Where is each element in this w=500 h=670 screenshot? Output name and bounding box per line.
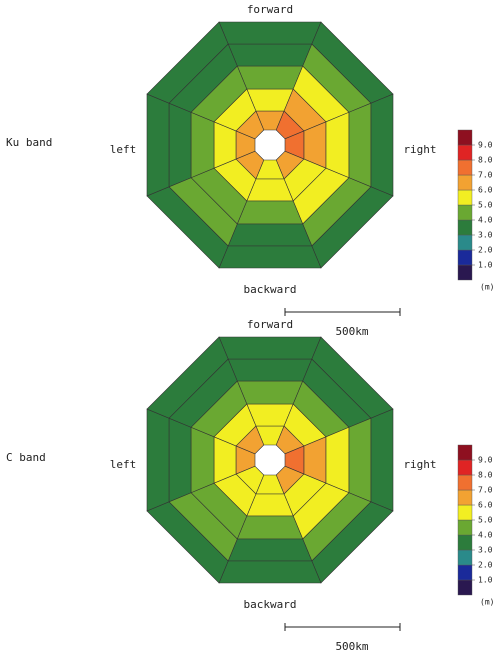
cell xyxy=(236,200,304,225)
band-label: C band xyxy=(6,451,46,464)
colorbar-box xyxy=(457,534,473,551)
colorbar-box xyxy=(457,504,473,521)
direction-label: right xyxy=(403,458,436,471)
cell xyxy=(227,538,313,562)
colorbar-label: 6.0 xyxy=(478,501,493,510)
colorbar-label: 4.0 xyxy=(478,531,493,540)
scale-bar-label: 500km xyxy=(335,640,368,653)
cell xyxy=(236,65,304,90)
colorbar-box xyxy=(457,204,473,221)
cell xyxy=(190,111,215,179)
colorbar-box xyxy=(457,459,473,476)
direction-label: forward xyxy=(247,3,293,16)
colorbar-box xyxy=(457,564,473,581)
colorbar-box xyxy=(457,144,473,161)
direction-label: forward xyxy=(247,318,293,331)
colorbar-box xyxy=(457,474,473,491)
direction-label: backward xyxy=(244,283,297,296)
direction-label: left xyxy=(110,458,137,471)
cell xyxy=(146,336,229,419)
direction-label: left xyxy=(110,143,137,156)
scale-bar-label: 500km xyxy=(335,325,368,338)
colorbar-label: 5.0 xyxy=(478,516,493,525)
colorbar-label: 3.0 xyxy=(478,231,493,240)
colorbar-label: 1.0 xyxy=(478,261,493,270)
colorbar-label: 5.0 xyxy=(478,201,493,210)
cell xyxy=(190,426,215,494)
colorbar-box xyxy=(457,549,473,566)
colorbar-label: 6.0 xyxy=(478,186,493,195)
cell xyxy=(325,111,350,179)
band-label: Ku band xyxy=(6,136,52,149)
colorbar-label: 4.0 xyxy=(478,216,493,225)
cell xyxy=(218,560,322,584)
cell xyxy=(218,21,322,45)
colorbar-box xyxy=(457,219,473,236)
cell xyxy=(227,223,313,247)
colorbar-unit: (m) xyxy=(480,598,494,607)
cell xyxy=(168,417,192,503)
cell xyxy=(227,358,313,382)
colorbar-box xyxy=(457,234,473,251)
colorbar-label: 9.0 xyxy=(478,456,493,465)
colorbar-box xyxy=(457,489,473,506)
colorbar-box xyxy=(457,189,473,206)
colorbar-box xyxy=(457,444,473,461)
colorbar-label: 8.0 xyxy=(478,156,493,165)
colorbar-box xyxy=(457,264,473,281)
colorbar-box xyxy=(457,579,473,596)
cell xyxy=(168,102,192,188)
colorbar-box xyxy=(457,159,473,176)
cell xyxy=(370,93,394,197)
colorbar-label: 7.0 xyxy=(478,171,493,180)
cell xyxy=(218,245,322,269)
colorbar-label: 8.0 xyxy=(478,471,493,480)
colorbar-box xyxy=(457,174,473,191)
colorbar-box xyxy=(457,249,473,266)
cell xyxy=(370,408,394,512)
cell xyxy=(325,426,350,494)
cell xyxy=(146,408,170,512)
direction-label: backward xyxy=(244,598,297,611)
cell xyxy=(218,336,322,360)
cell xyxy=(146,93,170,197)
cell xyxy=(146,21,229,104)
colorbar-label: 2.0 xyxy=(478,561,493,570)
cell xyxy=(348,417,372,503)
colorbar-unit: (m) xyxy=(480,283,494,292)
colorbar-box xyxy=(457,519,473,536)
colorbar-box xyxy=(457,129,473,146)
direction-label: right xyxy=(403,143,436,156)
colorbar-label: 9.0 xyxy=(478,141,493,150)
cell xyxy=(227,43,313,67)
cell xyxy=(236,380,304,405)
colorbar-label: 3.0 xyxy=(478,546,493,555)
colorbar-label: 2.0 xyxy=(478,246,493,255)
cell xyxy=(236,515,304,540)
colorbar-label: 1.0 xyxy=(478,576,493,585)
cell xyxy=(348,102,372,188)
colorbar-label: 7.0 xyxy=(478,486,493,495)
